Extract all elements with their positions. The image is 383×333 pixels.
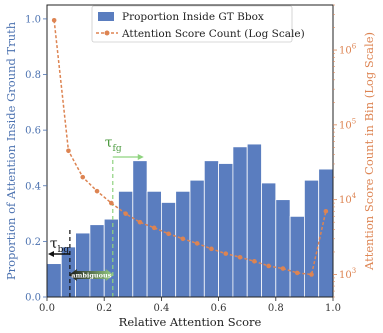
count-point xyxy=(180,236,186,242)
legend-box xyxy=(91,5,293,43)
count-point xyxy=(280,266,286,271)
count-point xyxy=(294,270,300,276)
right-tick-label: 105 xyxy=(339,117,356,131)
x-tick-label: 0.2 xyxy=(96,303,112,314)
ambiguous-arrow xyxy=(68,269,114,281)
bar xyxy=(175,190,191,298)
count-point xyxy=(209,246,214,252)
left-tick-label: 0.0 xyxy=(25,293,41,304)
left-tick-label: 0.6 xyxy=(25,126,41,137)
count-point xyxy=(94,188,100,194)
tau-bg-arrowhead xyxy=(48,251,54,257)
count-point xyxy=(309,272,314,277)
tau-fg-label: τfg xyxy=(105,135,122,154)
right-tick-label: 103 xyxy=(339,267,356,281)
right-axis-label: Attention Score Count in Bin (Log Scale) xyxy=(362,32,376,271)
tau-fg-arrowhead xyxy=(137,154,144,160)
left-tick-label: 0.4 xyxy=(25,181,41,192)
x-axis-label: Relative Attention Score xyxy=(119,315,262,329)
count-point xyxy=(252,259,257,264)
bar xyxy=(160,202,177,298)
bar xyxy=(103,218,119,298)
plot-frame xyxy=(46,4,334,298)
bar xyxy=(189,179,205,298)
right-tick-label: 104 xyxy=(339,192,357,206)
tau-bg-label: τbg xyxy=(50,236,70,255)
bar xyxy=(303,179,320,298)
x-tick-label: 0.0 xyxy=(39,303,55,314)
right-axis-ticks: 103 104 105 106 xyxy=(333,4,357,298)
count-point xyxy=(123,211,128,216)
bar xyxy=(89,224,105,298)
x-tick-label: 1.0 xyxy=(325,303,341,314)
bar xyxy=(218,163,234,298)
left-tick-label: 1.0 xyxy=(25,14,41,25)
count-line xyxy=(53,20,327,276)
bar xyxy=(261,182,277,298)
bar xyxy=(203,160,220,298)
bar xyxy=(246,143,262,298)
ambiguous-label: ambiguous xyxy=(71,272,111,280)
annotations: τfg τbg ambiguous xyxy=(48,135,144,281)
annotation-lines xyxy=(69,160,114,297)
count-point xyxy=(151,225,157,231)
left-axis-label: Proportion of Attention Inside Ground Tr… xyxy=(4,21,18,280)
x-tick-label: 0.8 xyxy=(268,303,284,314)
bar xyxy=(232,146,248,298)
count-point xyxy=(51,17,57,23)
left-axis-ticks: 0.0 0.2 0.4 0.6 0.8 1.0 xyxy=(25,14,47,304)
line-series-group xyxy=(51,17,329,277)
count-point xyxy=(80,174,86,180)
bar xyxy=(75,232,91,298)
x-tick-label: 0.4 xyxy=(153,303,169,314)
bar xyxy=(146,190,162,298)
legend-label-bar: Proportion Inside GT Bbox xyxy=(122,11,264,23)
legend-label-line: Attention Score Count (Log Scale) xyxy=(121,28,305,40)
count-point xyxy=(266,263,271,269)
count-point xyxy=(137,219,143,225)
bar xyxy=(46,263,62,298)
count-point xyxy=(323,208,329,214)
bar xyxy=(132,160,148,298)
bar xyxy=(275,199,291,298)
left-tick-label: 0.8 xyxy=(25,70,41,81)
left-tick-label: 0.2 xyxy=(25,237,41,248)
right-tick-label: 106 xyxy=(339,43,357,57)
count-point xyxy=(166,231,171,237)
count-point xyxy=(109,200,114,206)
legend-swatch-marker xyxy=(104,30,110,36)
x-tick-label: 0.6 xyxy=(211,303,227,314)
x-axis-ticks: 0.0 0.2 0.4 0.6 0.8 1.0 xyxy=(39,297,341,314)
count-point xyxy=(194,241,200,246)
count-point xyxy=(66,148,71,154)
count-point xyxy=(223,251,229,256)
count-point xyxy=(237,254,243,260)
bar xyxy=(118,190,134,298)
legend-swatch-bar xyxy=(98,12,114,21)
legend: Proportion Inside GT Bbox Attention Scor… xyxy=(91,5,305,43)
bar xyxy=(289,215,305,298)
